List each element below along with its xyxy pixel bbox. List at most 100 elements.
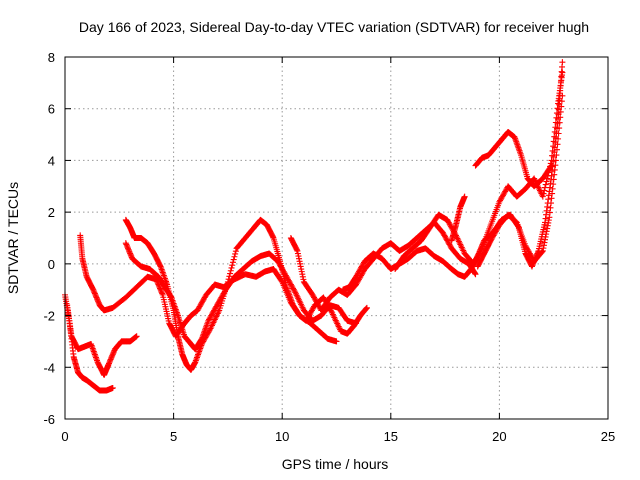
data-point — [500, 192, 507, 199]
data-point — [498, 194, 505, 201]
data-point — [313, 298, 320, 305]
data-point — [489, 235, 496, 241]
series-trace-5 — [122, 240, 360, 353]
data-point — [442, 233, 449, 240]
data-point — [212, 304, 219, 311]
data-point — [487, 237, 494, 244]
data-point — [196, 303, 203, 310]
y-tick-label: 8 — [48, 50, 55, 65]
data-point — [474, 253, 481, 260]
data-point — [547, 163, 554, 170]
series-trace-6 — [287, 219, 479, 314]
y-tick-label: -6 — [43, 412, 55, 427]
data-point — [277, 262, 284, 269]
data-point — [198, 299, 205, 306]
data-point — [227, 267, 234, 274]
data-point — [308, 308, 315, 315]
y-tick-label: -2 — [43, 309, 55, 324]
data-point — [499, 193, 506, 200]
data-point — [232, 250, 239, 257]
data-point — [512, 218, 519, 225]
data-point — [333, 338, 340, 345]
data-point — [204, 330, 211, 337]
x-tick-label: 20 — [492, 429, 506, 444]
data-point — [526, 250, 533, 257]
data-point — [526, 249, 533, 256]
data-point — [357, 266, 364, 273]
data-point — [358, 264, 365, 271]
data-point — [443, 236, 450, 243]
data-point — [291, 288, 298, 295]
data-point — [216, 297, 223, 304]
data-point — [194, 307, 201, 314]
data-point — [557, 108, 564, 115]
data-point — [214, 300, 221, 307]
data-point — [290, 286, 297, 293]
y-tick-label: -4 — [43, 360, 55, 375]
data-point — [231, 253, 238, 260]
data-point — [279, 267, 286, 274]
series-trace-10 — [472, 128, 555, 190]
data-point — [353, 320, 360, 327]
data-point — [440, 231, 447, 238]
data-point — [555, 130, 562, 137]
data-point — [473, 254, 480, 261]
data-point — [523, 245, 530, 252]
data-point — [287, 280, 294, 287]
data-point — [494, 224, 501, 231]
data-point — [226, 273, 233, 280]
data-point — [211, 307, 218, 314]
data-point — [309, 291, 316, 298]
data-point — [308, 307, 315, 314]
data-point — [197, 302, 204, 309]
data-point — [475, 251, 482, 258]
data-point — [282, 272, 289, 279]
data-point — [559, 59, 566, 66]
data-point — [502, 188, 509, 195]
plot-frame — [64, 56, 609, 420]
data-point — [554, 141, 561, 148]
data-point — [522, 242, 529, 249]
axes — [64, 56, 609, 420]
data-point — [216, 298, 223, 305]
data-point — [209, 309, 216, 316]
data-point — [279, 266, 286, 273]
data-point — [446, 220, 453, 227]
data-point — [472, 256, 479, 263]
data-point — [321, 295, 328, 302]
data-point — [471, 259, 478, 266]
data-point — [528, 253, 535, 260]
data-point — [205, 317, 212, 324]
data-point — [227, 270, 234, 277]
data-point — [358, 263, 365, 270]
data-point — [523, 244, 530, 251]
data-point — [284, 276, 291, 283]
data-point — [445, 219, 452, 226]
series-trace-9 — [448, 193, 468, 244]
data-point — [310, 293, 317, 300]
y-tick-label: 2 — [48, 205, 55, 220]
data-point — [441, 232, 448, 239]
data-point — [278, 264, 285, 271]
data-point — [133, 333, 140, 340]
data-point — [217, 295, 224, 302]
data-point — [444, 218, 451, 225]
data-point — [314, 300, 321, 307]
data-point — [446, 241, 453, 248]
data-point — [285, 277, 292, 284]
data-point — [355, 269, 362, 276]
x-tick-label: 15 — [384, 429, 398, 444]
data-point — [274, 258, 281, 265]
data-point — [492, 228, 499, 235]
data-point — [500, 191, 507, 198]
data-points — [62, 59, 566, 394]
series-trace-8 — [392, 69, 566, 273]
data-point — [230, 256, 237, 263]
data-point — [201, 294, 208, 301]
data-point — [552, 157, 559, 164]
data-point — [277, 263, 284, 270]
data-point — [208, 312, 215, 319]
data-point — [542, 184, 549, 191]
